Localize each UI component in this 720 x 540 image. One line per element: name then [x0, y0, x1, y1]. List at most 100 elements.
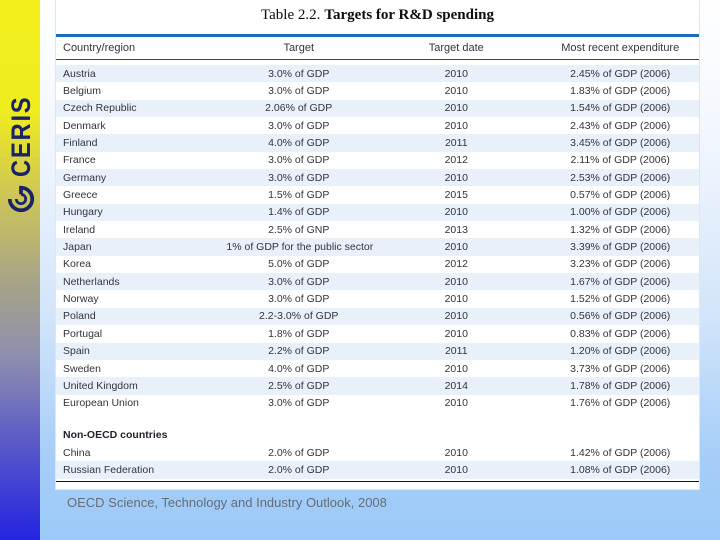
table-cell: 2014 [444, 379, 468, 392]
table-cell: 2013 [444, 223, 468, 236]
table-cell: 1.32% of GDP (2006) [570, 223, 671, 236]
table-cell: 2.11% of GDP (2006) [570, 154, 670, 167]
table-cell: 2010 [444, 362, 468, 375]
table-cell: 1.76% of GDP (2006) [570, 397, 671, 410]
table-cell: 2010 [444, 206, 468, 219]
table-row: Spain 2.2% of GDP 2011 1.20% of GDP (2006) [56, 342, 699, 360]
table-cell: 3.0% of GDP [268, 171, 330, 184]
table-cell: 1% of GDP for the public sector [226, 241, 374, 254]
table-cell: 0.83% of GDP (2006) [570, 327, 671, 340]
table-title-text: Targets for R&D spending [324, 7, 494, 23]
table-cell: Netherlands [63, 275, 120, 288]
table-cell: 5.0% of GDP [268, 258, 330, 271]
table-cell: 1.5% of GDP [268, 189, 330, 202]
table-cell: 3.45% of GDP (2006) [570, 137, 671, 150]
table-cell: 2012 [444, 154, 468, 167]
table-cell: Germany [63, 171, 107, 184]
table-cell: 3.39% of GDP (2006) [570, 241, 671, 254]
table-row: Portugal 1.8% of GDP 2010 0.83% of GDP (200… [56, 325, 699, 342]
table-row: France 3.0% of GDP 2012 2.11% of GDP (2006) [56, 152, 699, 169]
table-row: Russian Federation 2.0% of GDP 2010 1.08% o… [56, 461, 699, 479]
table-cell: 2010 [444, 171, 468, 184]
table-cell: 1.4% of GDP [268, 206, 330, 219]
table-cell: 1.08% of GDP (2006) [570, 463, 671, 476]
table-cell: Russian Federation [63, 463, 155, 476]
column-header-target-date: Target date [428, 42, 484, 54]
table-number: Table 2.2. [261, 7, 321, 23]
table-panel: Table 2.2. Targets for R&D spending Count… [55, 0, 700, 490]
table-row: Sweden 4.0% of GDP 2010 3.73% of GDP (2006) [56, 360, 699, 377]
table-cell: 2.0% of GDP [268, 446, 330, 459]
table-header-row: Country/region Target Target date Most r… [56, 37, 699, 59]
table-cell: 2010 [444, 119, 468, 132]
table-cell: Norway [63, 293, 99, 306]
table-cell: Czech Republic [63, 102, 137, 115]
table-cell: 2010 [444, 397, 468, 410]
source-caption: OECD Science, Technology and Industry Ou… [67, 495, 387, 510]
table-row: Finland 4.0% of GDP 2011 3.45% of GDP (2006… [56, 134, 699, 152]
table-cell: 4.0% of GDP [268, 137, 330, 150]
column-header-country: Country/region [63, 42, 136, 54]
table-cell: 1.78% of GDP (2006) [570, 379, 671, 392]
table-cell: 2.2% of GDP [268, 345, 330, 358]
table-row: European Union 3.0% of GDP 2010 1.76% of GD… [56, 395, 699, 412]
table-cell: 1.42% of GDP (2006) [570, 446, 671, 459]
table-cell: 2010 [444, 327, 468, 340]
table-cell: China [63, 446, 91, 459]
table-cell: 1.83% of GDP (2006) [570, 85, 671, 98]
table-cell: 2011 [444, 345, 468, 358]
table-cell: 2012 [444, 258, 468, 271]
table-cell: 2011 [444, 137, 468, 150]
sidebar: CERIS [0, 0, 40, 540]
table-row: Norway 3.0% of GDP 2010 1.52% of GDP (2006) [56, 290, 699, 307]
table-cell: 2010 [444, 275, 468, 288]
table-cell: 2010 [444, 310, 468, 323]
table-row: Czech Republic 2.06% of GDP 2010 1.54% of G… [56, 99, 699, 118]
table-row: China 2.0% of GDP 2010 1.42% of GDP (2006) [56, 444, 699, 461]
table-top-rule [56, 34, 699, 37]
column-header-target: Target [283, 42, 315, 54]
table-cell: 1.20% of GDP (2006) [570, 345, 671, 358]
table-cell: France [63, 154, 96, 167]
table-cell: Japan [63, 241, 92, 254]
table-cell: 2.53% of GDP (2006) [570, 171, 671, 184]
table-cell: 2010 [444, 67, 468, 80]
table-cell: 0.56% of GDP (2006) [570, 310, 671, 323]
table-cell: 3.0% of GDP [268, 154, 330, 167]
table-cell: 1.52% of GDP (2006) [570, 293, 671, 306]
table-cell: 2010 [444, 293, 468, 306]
ceris-ring-icon [6, 184, 36, 214]
table-cell: Spain [63, 345, 90, 358]
table-cell: 2.5% of GDP [268, 379, 330, 392]
table-cell: 2.2-3.0% of GDP [259, 310, 339, 323]
column-header-expenditure: Most recent expenditure [561, 42, 680, 54]
table-cell: 2015 [444, 189, 468, 202]
table-cell: 3.0% of GDP [268, 397, 330, 410]
table-row: Denmark 3.0% of GDP 2010 2.43% of GDP (2006… [56, 117, 699, 134]
table-row: Germany 3.0% of GDP 2010 2.53% of GDP (2006… [56, 169, 699, 187]
table-cell: 1.8% of GDP [268, 327, 330, 340]
table-cell: Denmark [63, 119, 106, 132]
table-cell: 3.0% of GDP [268, 293, 330, 306]
table-row: Hungary 1.4% of GDP 2010 1.00% of GDP (2006… [56, 203, 699, 222]
ceris-logo-text: CERIS [5, 95, 36, 177]
table-cell: 3.0% of GDP [268, 119, 330, 132]
table-row: Japan 1% of GDP for the public sector 2010… [56, 238, 699, 256]
table-cell: 2.43% of GDP (2006) [570, 119, 671, 132]
table-cell: 1.67% of GDP (2006) [570, 275, 671, 288]
table-cell: 1.00% of GDP (2006) [570, 206, 671, 219]
table-cell: 2010 [444, 446, 468, 459]
table-cell: 2010 [444, 241, 468, 254]
table-cell: Poland [63, 310, 96, 323]
table-cell: 3.73% of GDP (2006) [570, 362, 671, 375]
table-row: Korea 5.0% of GDP 2012 3.23% of GDP (2006) [56, 256, 699, 273]
table-cell: 2.5% of GNP [268, 223, 330, 236]
table-cell: Finland [63, 137, 98, 150]
ceris-logo: CERIS [3, 19, 39, 214]
table-cell: Sweden [63, 362, 101, 375]
table-cell: 4.0% of GDP [268, 362, 330, 375]
table-cell: 2.45% of GDP (2006) [570, 67, 671, 80]
table-cell: 3.23% of GDP (2006) [570, 258, 671, 271]
table-row: Ireland 2.5% of GNP 2013 1.32% of GDP (2006… [56, 221, 699, 238]
